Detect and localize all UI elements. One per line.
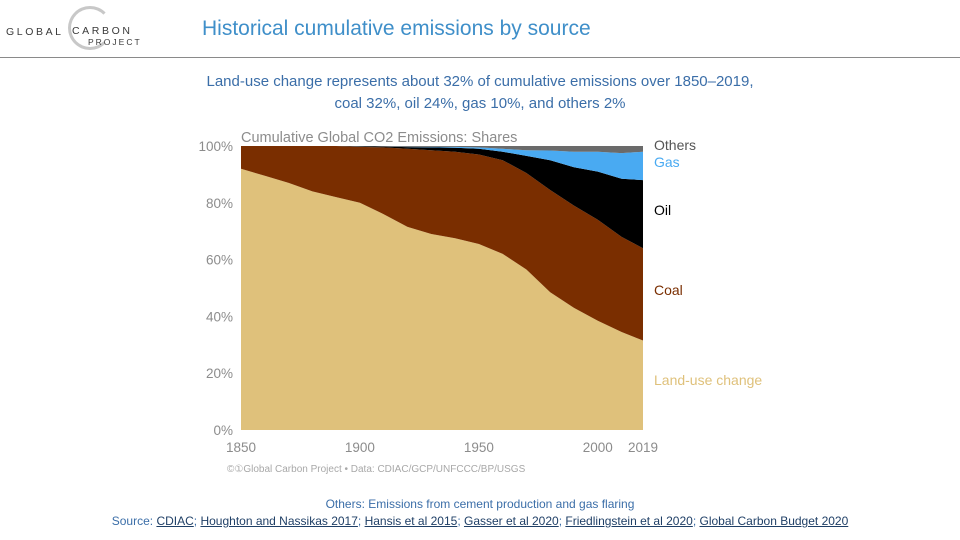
chart-credit: ©①Global Carbon Project • Data: CDIAC/GC… (227, 464, 526, 475)
area-series-2 (241, 146, 643, 249)
chart-title: Cumulative Global CO2 Emissions: Shares (241, 130, 517, 146)
source-separator: ; (692, 514, 700, 528)
area-series-0 (241, 168, 643, 430)
x-tick-label: 2000 (583, 440, 613, 455)
page-title: Historical cumulative emissions by sourc… (202, 17, 591, 40)
y-tick-label: 0% (213, 423, 233, 438)
legend-label: Oil (654, 202, 671, 218)
legend-label: Coal (654, 282, 683, 298)
y-tick-label: 100% (198, 139, 233, 154)
subtitle-line-1: Land-use change represents about 32% of … (206, 73, 754, 90)
source-separator: ; (357, 514, 365, 528)
source-separator: ; (558, 514, 566, 528)
footer-note: Others: Emissions from cement production… (325, 497, 635, 511)
slide-subtitle: Land-use change represents about 32% of … (140, 71, 820, 115)
x-tick-label: 1950 (464, 440, 494, 455)
title-divider (0, 57, 960, 58)
y-tick-label: 60% (206, 253, 233, 268)
y-tick-label: 80% (206, 196, 233, 211)
source-link[interactable]: Hansis et al 2015 (364, 514, 458, 528)
x-tick-label: 1900 (345, 440, 375, 455)
y-tick-label: 40% (206, 309, 233, 324)
source-link[interactable]: Global Carbon Budget 2020 (699, 514, 849, 528)
y-tick-label: 20% (206, 366, 233, 381)
x-tick-label: 1850 (226, 440, 256, 455)
source-link[interactable]: Gasser et al 2020 (463, 514, 559, 528)
legend-label: Land-use change (654, 372, 762, 388)
area-series-4 (241, 146, 643, 154)
source-link[interactable]: CDIAC (156, 514, 194, 528)
area-series-1 (241, 146, 643, 341)
legend-label: Gas (654, 154, 680, 170)
global-carbon-project-logo: GLOBAL CARBON PROJECT (6, 6, 140, 54)
logo-ring-icon (68, 6, 112, 50)
source-link[interactable]: Houghton and Nassikas 2017 (200, 514, 358, 528)
emissions-shares-chart: Cumulative Global CO2 Emissions: Shares 0… (198, 130, 762, 475)
x-tick-label: 2019 (628, 440, 658, 455)
logo-word-carbon: CARBON (72, 25, 133, 37)
logo-word-project: PROJECT (88, 37, 142, 47)
source-label: Source: (111, 514, 157, 528)
subtitle-line-2: coal 32%, oil 24%, gas 10%, and others 2… (334, 95, 626, 112)
source-separator: ; (193, 514, 201, 528)
logo-word-global: GLOBAL (6, 26, 64, 38)
source-links: CDIAC; Houghton and Nassikas 2017; Hansi… (156, 514, 848, 528)
source-link[interactable]: Friedlingstein et al 2020 (565, 514, 693, 528)
area-series-3 (241, 146, 643, 181)
footer-sources: Source: CDIAC; Houghton and Nassikas 201… (0, 514, 960, 528)
legend-label: Others (654, 137, 696, 153)
source-separator: ; (457, 514, 464, 528)
